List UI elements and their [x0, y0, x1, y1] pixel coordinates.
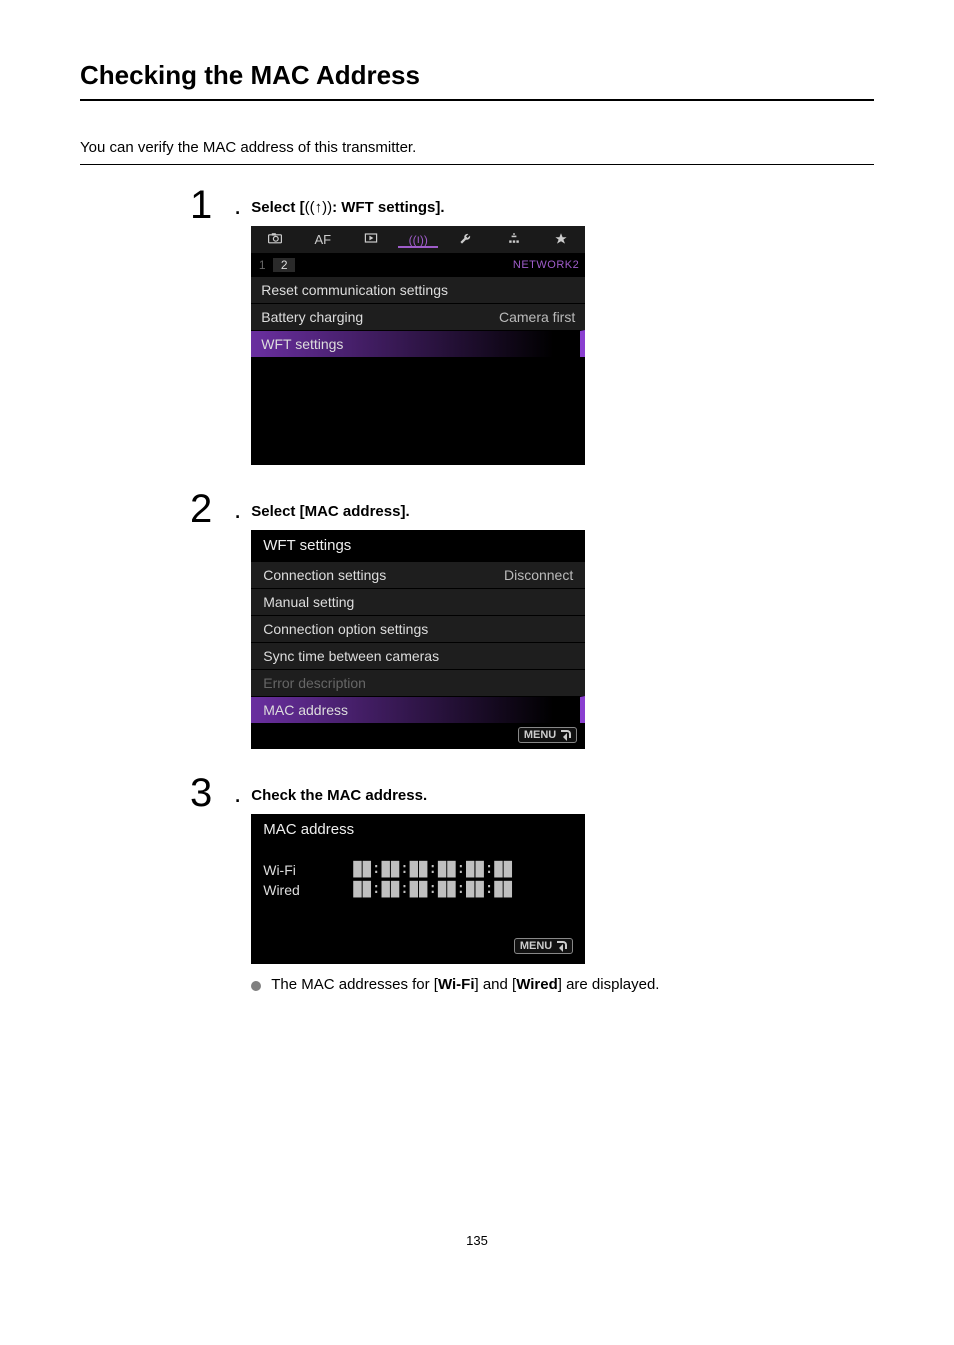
top-tab-row: AF ((ı)) — [251, 226, 585, 254]
menu-row-empty — [251, 411, 585, 438]
menu-row-wft-settings[interactable]: WFT settings — [251, 330, 585, 357]
intro-text: You can verify the MAC address of this t… — [80, 139, 874, 165]
play-tab-icon[interactable] — [347, 231, 395, 248]
star-tab-icon[interactable] — [538, 231, 586, 248]
step-2-number: 2 — [190, 489, 234, 761]
camera-menu-screen-1: AF ((ı)) 1 2 — [251, 226, 585, 465]
sub-tab-row: 1 2 NETWORK2 — [251, 254, 585, 276]
camera-menu-screen-3: MAC address Wi-Fi ██:██:██:██:██:██ Wire… — [251, 814, 585, 964]
af-tab-icon[interactable]: AF — [299, 232, 347, 247]
step-3-heading: Check the MAC address. — [251, 787, 874, 804]
network-tab-icon[interactable]: ((ı)) — [394, 232, 442, 247]
row-mac-address[interactable]: MAC address — [251, 696, 585, 723]
wrench-tab-icon[interactable] — [442, 231, 490, 248]
step-1-heading: Select [((↑)): WFT settings]. — [251, 199, 874, 216]
step-1-number: 1 — [190, 185, 234, 477]
menu-row-reset-comm[interactable]: Reset communication settings — [251, 276, 585, 303]
menu-back-button[interactable]: MENU — [518, 727, 577, 743]
step-2: 2 . Select [MAC address]. WFT settings C… — [80, 489, 874, 761]
return-icon — [559, 730, 571, 740]
subtab-1[interactable]: 1 — [251, 258, 273, 272]
menu-back-button[interactable]: MENU — [514, 938, 573, 954]
antenna-icon: ((↑)) — [305, 199, 332, 216]
return-icon — [555, 941, 567, 951]
step-1-dot: . — [234, 185, 251, 477]
row-manual-setting[interactable]: Manual setting — [251, 588, 585, 615]
step-2-dot: . — [234, 489, 251, 761]
menu-row-battery-charging[interactable]: Battery charging Camera first — [251, 303, 585, 330]
row-error-description: Error description — [251, 669, 585, 696]
mac-row-wired: Wired ██:██:██:██:██:██ — [263, 882, 573, 898]
step-2-heading: Select [MAC address]. — [251, 503, 874, 520]
menu-row-empty — [251, 384, 585, 411]
step-1: 1 . Select [((↑)): WFT settings]. AF ((ı… — [80, 185, 874, 477]
screen-2-title: WFT settings — [251, 530, 585, 561]
camera-tab-icon[interactable] — [251, 231, 299, 248]
page-title: Checking the MAC Address — [80, 60, 874, 101]
row-sync-time[interactable]: Sync time between cameras — [251, 642, 585, 669]
page-number: 135 — [80, 1233, 874, 1248]
subtab-2[interactable]: 2 — [273, 258, 295, 272]
step-3-dot: . — [234, 773, 251, 993]
bullet-icon — [251, 981, 261, 991]
screen-3-title: MAC address — [263, 814, 573, 862]
custom-tab-icon[interactable] — [490, 231, 538, 248]
camera-menu-screen-2: WFT settings Connection settings Disconn… — [251, 530, 585, 749]
note-mac-displayed: The MAC addresses for [Wi-Fi] and [Wired… — [251, 976, 874, 993]
mac-row-wifi: Wi-Fi ██:██:██:██:██:██ — [263, 862, 573, 878]
row-connection-settings[interactable]: Connection settings Disconnect — [251, 561, 585, 588]
subtab-label: NETWORK2 — [513, 259, 579, 271]
menu-row-empty — [251, 438, 585, 465]
menu-row-empty — [251, 357, 585, 384]
row-connection-option[interactable]: Connection option settings — [251, 615, 585, 642]
step-3: 3 . Check the MAC address. MAC address W… — [80, 773, 874, 993]
step-3-number: 3 — [190, 773, 234, 993]
